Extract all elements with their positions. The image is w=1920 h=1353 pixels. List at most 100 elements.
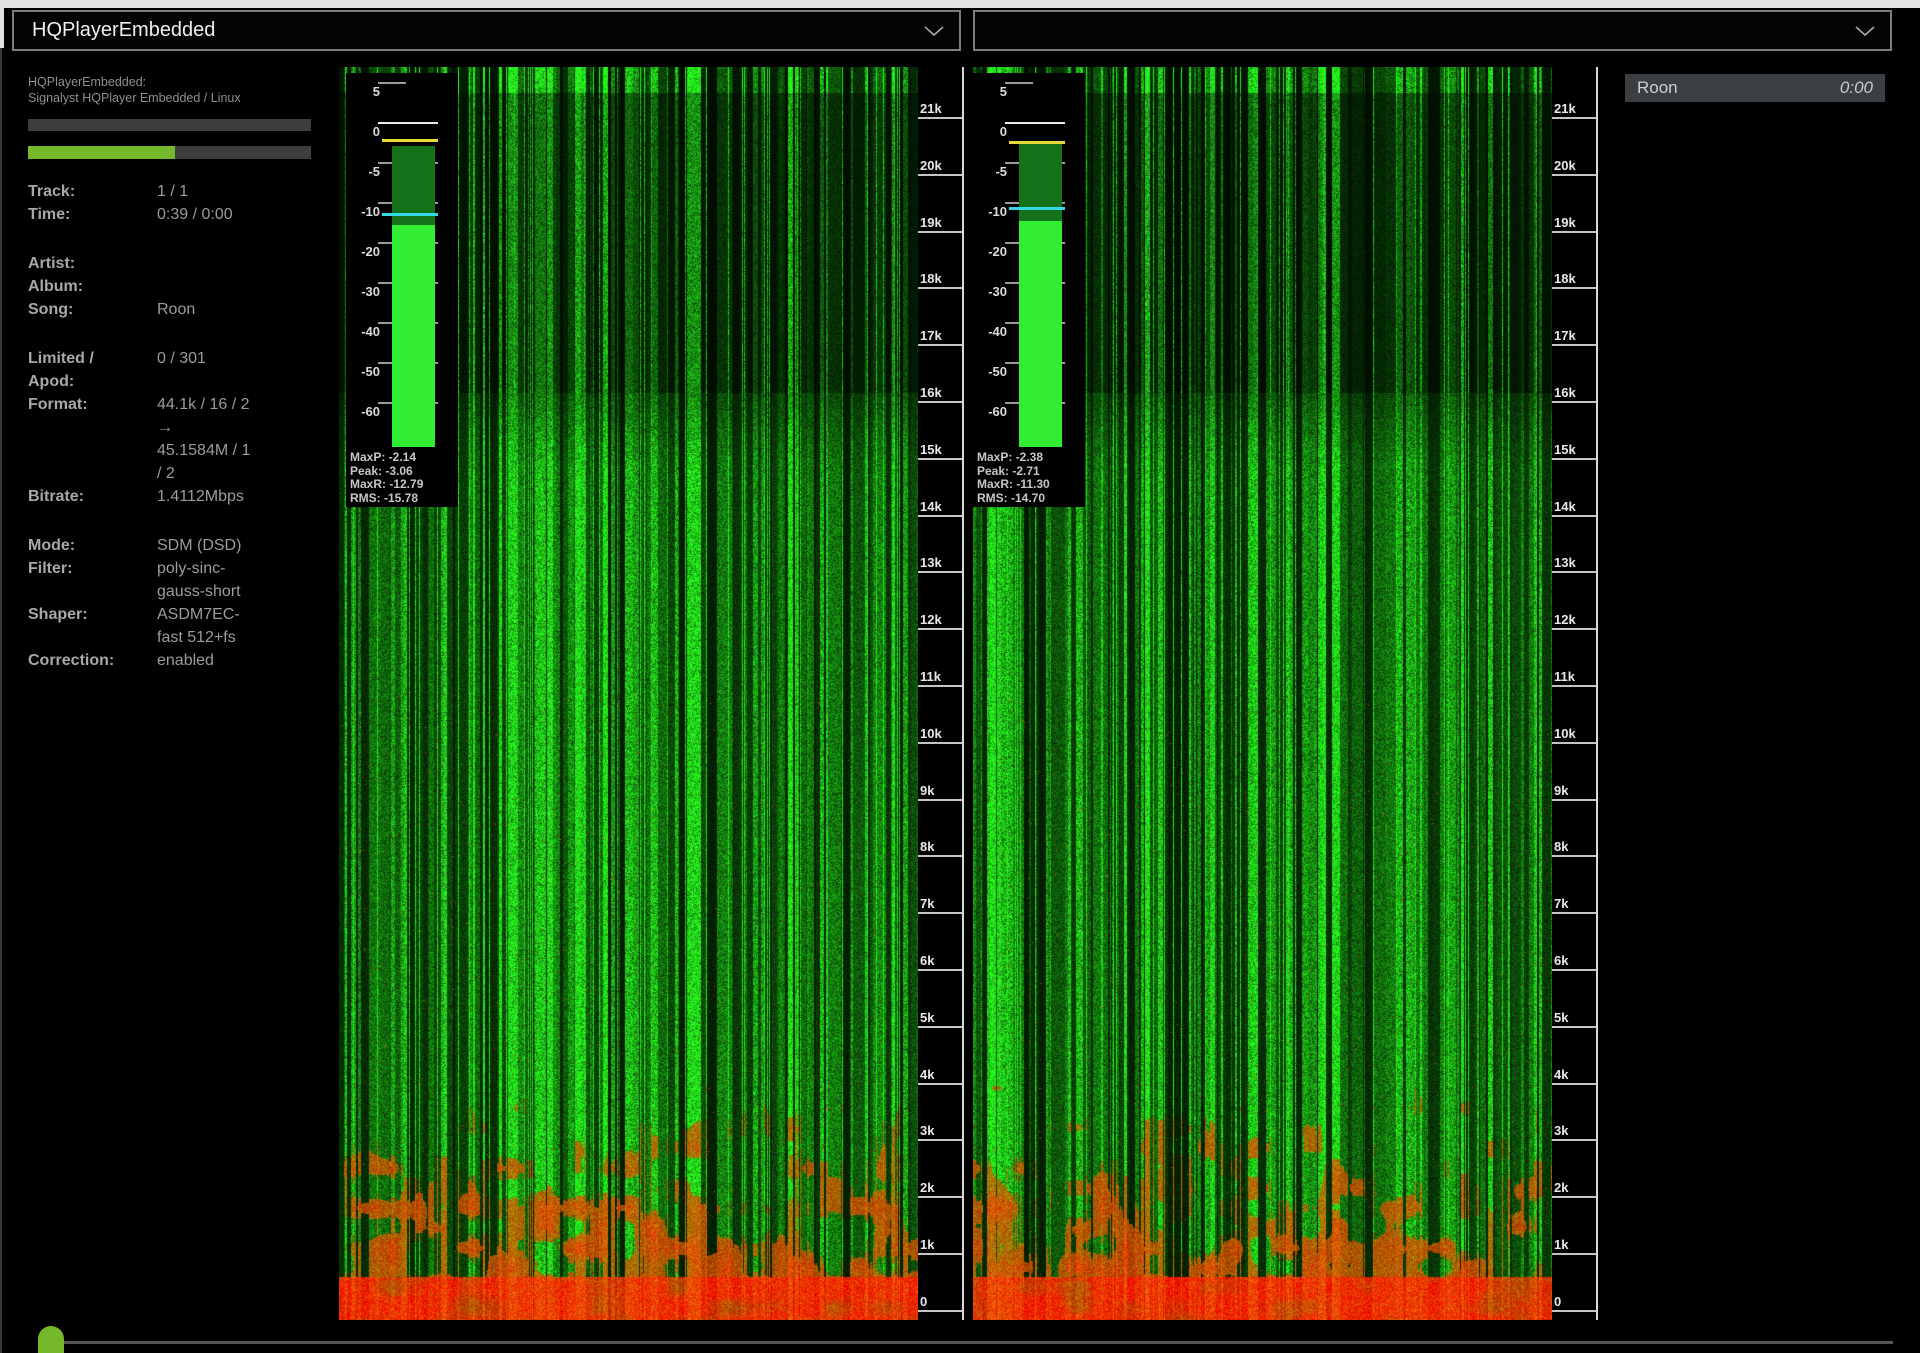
meter-db-label: -50 — [988, 364, 1007, 379]
meter-bar-rms-segment — [1019, 220, 1062, 447]
frequency-tick — [1552, 969, 1596, 971]
info-row-label: Filter: — [28, 560, 73, 577]
frequency-tick — [918, 628, 962, 631]
meter-db-label: 0 — [999, 124, 1007, 139]
zone-selector-dropdown[interactable]: HQPlayerEmbedded — [12, 10, 961, 51]
frequency-tick-label: 20k — [920, 157, 942, 173]
frequency-tick — [918, 1139, 962, 1142]
frequency-tick — [1552, 287, 1596, 290]
info-row-value: poly-sinc- gauss-short — [157, 560, 241, 600]
info-row-value — [157, 275, 275, 298]
frequency-tick-label: 5k — [920, 1009, 935, 1025]
frequency-tick — [918, 117, 962, 119]
frequency-tick-label: 20k — [1554, 157, 1576, 173]
frequency-tick — [918, 912, 962, 915]
info-row-label: Correction: — [28, 652, 115, 669]
frequency-tick-label: 6k — [1554, 953, 1569, 968]
frequency-tick — [918, 1082, 962, 1085]
frequency-tick-label: 15k — [920, 441, 942, 457]
frequency-tick-label: 5k — [1554, 1009, 1569, 1025]
meter-db-label: -50 — [361, 364, 380, 379]
seek-slider-thumb[interactable] — [38, 1326, 64, 1353]
chevron-down-icon — [1855, 25, 1875, 36]
info-row: Time: 0:39 / 0:00 — [28, 203, 320, 226]
info-row: Track: 1 / 1 — [28, 180, 320, 203]
frequency-tick-label: 4k — [1554, 1066, 1569, 1082]
info-group: Artist: Album: Song: Roon — [28, 252, 320, 321]
meter-maxrms-marker — [1009, 207, 1065, 211]
buffer-progress-bar — [28, 119, 311, 131]
info-row: Bitrate: 1.4112Mbps — [28, 485, 320, 508]
track-progress-fill — [28, 146, 176, 159]
frequency-scale-right: 21k 20k 19k 18k 17k 16k 15k 14k 13k 12k 11k 10k 9k 8k… — [1552, 67, 1598, 1320]
info-group: Limited / Apod: 0 / 301 Format: 44.1k / 16 … — [28, 347, 320, 508]
output-selector-dropdown[interactable] — [973, 10, 1892, 51]
frequency-tick-label: 17k — [920, 328, 942, 344]
frequency-tick-label: 16k — [920, 385, 942, 400]
frequency-tick-label: 14k — [920, 498, 942, 514]
frequency-tick — [918, 401, 962, 403]
frequency-tick-label: 18k — [1554, 271, 1576, 287]
panel-left-border — [0, 48, 2, 1353]
info-group: Mode: SDM (DSD) Filter: poly-sinc- gauss-sh… — [28, 534, 320, 672]
info-row: Song: Roon — [28, 298, 320, 321]
frequency-tick — [918, 741, 962, 744]
frequency-tick — [1552, 514, 1596, 517]
info-row-value: 1 / 1 — [157, 183, 189, 200]
frequency-tick-label: 11k — [920, 669, 941, 684]
frequency-tick-label: 12k — [1554, 612, 1576, 628]
frequency-tick — [1552, 1139, 1596, 1142]
seek-slider-track[interactable] — [50, 1341, 1893, 1344]
frequency-tick — [918, 571, 962, 574]
meter-db-label: -60 — [361, 404, 380, 419]
meter-db-tick — [1005, 122, 1065, 124]
frequency-tick — [918, 514, 962, 517]
meter-db-tick — [378, 122, 438, 124]
frequency-tick — [918, 1196, 962, 1199]
info-group: Track: 1 / 1 Time: 0:39 / 0:00 — [28, 180, 320, 226]
frequency-tick — [1552, 628, 1596, 631]
info-row-label: Album: — [28, 278, 84, 295]
frequency-tick — [1552, 1082, 1596, 1085]
meter-db-label: -30 — [361, 284, 380, 299]
meter-db-label: -10 — [361, 204, 380, 219]
level-meter-left: 5 0 -5 -10 -20 -30 -40 -50 -60 MaxP: -2.14 Peak: … — [346, 73, 458, 507]
frequency-tick-label: 21k — [920, 101, 942, 116]
frequency-tick — [1552, 230, 1596, 233]
frequency-tick-label: 19k — [920, 214, 942, 230]
frequency-tick — [918, 1309, 962, 1312]
frequency-tick — [1552, 798, 1596, 801]
zone-selector-value: HQPlayerEmbedded — [32, 19, 216, 41]
track-progress-bar — [28, 146, 311, 159]
info-row-value: ASDM7EC- fast 512+fs — [157, 606, 240, 646]
info-row: Format: 44.1k / 16 / 2 → 45.1584M / 1 / 2 — [28, 393, 320, 485]
frequency-tick-label: 1k — [920, 1237, 935, 1252]
meter-db-tick — [378, 82, 406, 84]
info-row-label: Limited / Apod: — [28, 350, 94, 390]
info-row-value: Roon — [157, 301, 196, 318]
frequency-tick-label: 11k — [1554, 669, 1575, 684]
frequency-tick — [918, 287, 962, 290]
frequency-tick-label: 1k — [1554, 1237, 1569, 1252]
meter-db-tick — [1005, 82, 1033, 84]
frequency-tick — [918, 1025, 962, 1028]
frequency-tick — [918, 230, 962, 233]
info-row-label: Artist: — [28, 255, 76, 272]
info-row-label: Track: — [28, 183, 76, 200]
frequency-tick — [1552, 571, 1596, 574]
page-left-edge — [0, 8, 4, 48]
chevron-down-icon — [924, 25, 944, 36]
frequency-tick — [1552, 1025, 1596, 1028]
frequency-tick-label: 7k — [1554, 896, 1569, 912]
info-row-label: Bitrate: — [28, 488, 85, 505]
meter-maxrms-marker — [382, 213, 438, 217]
frequency-tick — [1552, 344, 1596, 347]
frequency-tick-label: 18k — [920, 271, 942, 287]
playlist-item[interactable]: Roon 0:00 — [1625, 74, 1885, 102]
meter-db-label: -40 — [361, 324, 380, 339]
frequency-tick-label: 13k — [1554, 555, 1576, 571]
device-name: HQPlayerEmbedded: — [28, 75, 147, 89]
frequency-tick-label: 10k — [920, 725, 942, 741]
meter-readout: MaxP: -2.38 Peak: -2.71 MaxR: -11.30 RMS… — [977, 450, 1050, 505]
meter-readout: MaxP: -2.14 Peak: -3.06 MaxR: -12.79 RMS… — [350, 450, 424, 505]
